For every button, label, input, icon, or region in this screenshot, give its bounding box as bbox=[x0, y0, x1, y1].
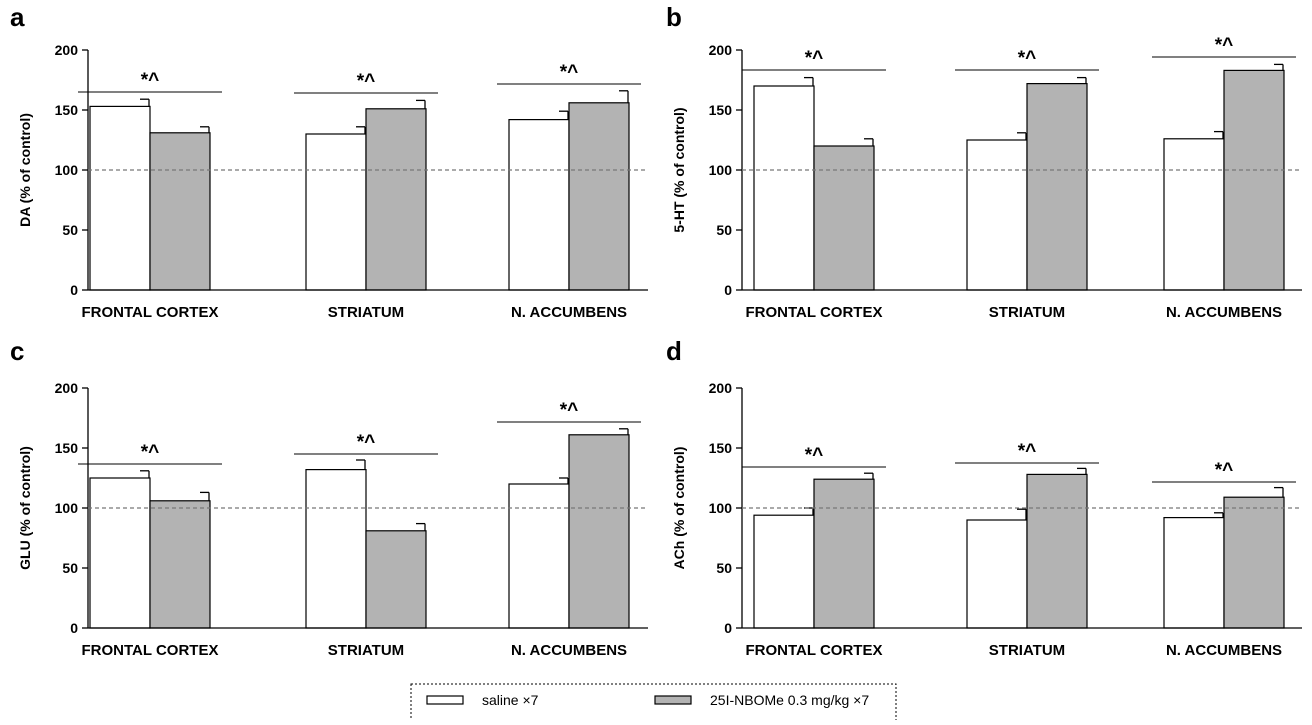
legend-swatch-saline bbox=[426, 695, 464, 705]
bar-drug bbox=[568, 434, 630, 629]
panel-letter: d bbox=[666, 336, 682, 366]
bar-drug bbox=[813, 478, 875, 629]
bar-saline bbox=[89, 477, 151, 629]
y-tick-label: 100 bbox=[55, 162, 79, 178]
category-label: STRIATUM bbox=[989, 642, 1065, 659]
y-tick-label: 50 bbox=[62, 560, 78, 576]
category-label: FRONTAL CORTEX bbox=[746, 642, 883, 659]
bar-saline bbox=[305, 469, 367, 629]
y-tick-label: 200 bbox=[709, 42, 733, 58]
bar-saline bbox=[1163, 516, 1225, 629]
legend-swatch-drug bbox=[654, 695, 692, 705]
bar-saline bbox=[753, 514, 815, 629]
category-label: STRIATUM bbox=[328, 304, 404, 321]
significance-mark: *^ bbox=[1215, 460, 1234, 481]
significance-mark: *^ bbox=[560, 62, 579, 83]
bar-drug bbox=[1223, 496, 1285, 629]
bar-saline bbox=[966, 519, 1028, 629]
significance-mark: *^ bbox=[141, 70, 160, 91]
y-axis-label: 5-HT (% of control) bbox=[671, 107, 687, 232]
significance-mark: *^ bbox=[1215, 35, 1234, 56]
panel-d: d 0 50 100 150 200 ACh (% of control) FRONTAL C… bbox=[666, 336, 1302, 659]
category-label: N. ACCUMBENS bbox=[511, 642, 627, 659]
y-tick-label: 150 bbox=[55, 440, 79, 456]
y-tick-label: 50 bbox=[716, 222, 732, 238]
y-tick-label: 50 bbox=[716, 560, 732, 576]
category-label: STRIATUM bbox=[989, 304, 1065, 321]
legend: saline ×7 25I-NBOMe 0.3 mg/kg ×7 bbox=[410, 683, 897, 725]
significance-mark: *^ bbox=[141, 442, 160, 463]
significance-mark: *^ bbox=[1018, 48, 1037, 69]
y-tick-label: 100 bbox=[709, 162, 733, 178]
legend-label: saline ×7 bbox=[482, 692, 539, 708]
legend-box bbox=[410, 683, 897, 725]
bar-drug bbox=[568, 102, 630, 291]
y-tick-label: 150 bbox=[55, 102, 79, 118]
category-label: FRONTAL CORTEX bbox=[746, 304, 883, 321]
y-tick-label: 50 bbox=[62, 222, 78, 238]
panel-a: a 0 50 100 150 200 DA (% of control) FRONTAL CO… bbox=[10, 2, 648, 321]
y-tick-label: 0 bbox=[70, 620, 78, 636]
category-label: N. ACCUMBENS bbox=[1166, 304, 1282, 321]
category-label: STRIATUM bbox=[328, 642, 404, 659]
bar-saline bbox=[1163, 138, 1225, 291]
category-label: N. ACCUMBENS bbox=[511, 304, 627, 321]
category-label: FRONTAL CORTEX bbox=[82, 304, 219, 321]
bar-drug bbox=[365, 108, 427, 291]
significance-mark: *^ bbox=[560, 400, 579, 421]
panel-letter: a bbox=[10, 2, 25, 32]
significance-mark: *^ bbox=[1018, 441, 1037, 462]
panel-letter: b bbox=[666, 2, 682, 32]
panel-letter: c bbox=[10, 336, 24, 366]
y-axis-label: DA (% of control) bbox=[17, 113, 33, 227]
bar-drug bbox=[149, 500, 211, 629]
bar-drug bbox=[149, 132, 211, 291]
bar-drug bbox=[1026, 473, 1088, 629]
significance-mark: *^ bbox=[805, 445, 824, 466]
bar-drug bbox=[1223, 69, 1285, 291]
bar-drug bbox=[1026, 82, 1088, 291]
y-tick-label: 200 bbox=[55, 380, 79, 396]
panel-b: b 0 50 100 150 200 5-HT (% of control) FRONTAL … bbox=[666, 2, 1302, 321]
significance-mark: *^ bbox=[357, 71, 376, 92]
bar-saline bbox=[305, 133, 367, 291]
y-tick-label: 200 bbox=[55, 42, 79, 58]
y-tick-label: 0 bbox=[724, 282, 732, 298]
bar-saline bbox=[966, 139, 1028, 291]
y-tick-label: 0 bbox=[724, 620, 732, 636]
category-label: N. ACCUMBENS bbox=[1166, 642, 1282, 659]
significance-mark: *^ bbox=[357, 432, 376, 453]
y-tick-label: 0 bbox=[70, 282, 78, 298]
legend-label: 25I-NBOMe 0.3 mg/kg ×7 bbox=[710, 692, 869, 708]
category-label: FRONTAL CORTEX bbox=[82, 642, 219, 659]
y-tick-label: 100 bbox=[55, 500, 79, 516]
y-axis-label: ACh (% of control) bbox=[671, 447, 687, 570]
bar-drug bbox=[365, 530, 427, 629]
y-axis-label: GLU (% of control) bbox=[17, 446, 33, 570]
bar-drug bbox=[813, 145, 875, 291]
y-tick-label: 150 bbox=[709, 440, 733, 456]
bar-saline bbox=[508, 483, 570, 629]
bar-saline bbox=[753, 85, 815, 291]
y-tick-label: 150 bbox=[709, 102, 733, 118]
bar-saline bbox=[508, 118, 570, 291]
y-tick-label: 100 bbox=[709, 500, 733, 516]
significance-mark: *^ bbox=[805, 48, 824, 69]
bar-saline bbox=[89, 105, 151, 291]
panel-c: c 0 50 100 150 200 GLU (% of control) FRONTAL C… bbox=[10, 336, 648, 659]
y-tick-label: 200 bbox=[709, 380, 733, 396]
